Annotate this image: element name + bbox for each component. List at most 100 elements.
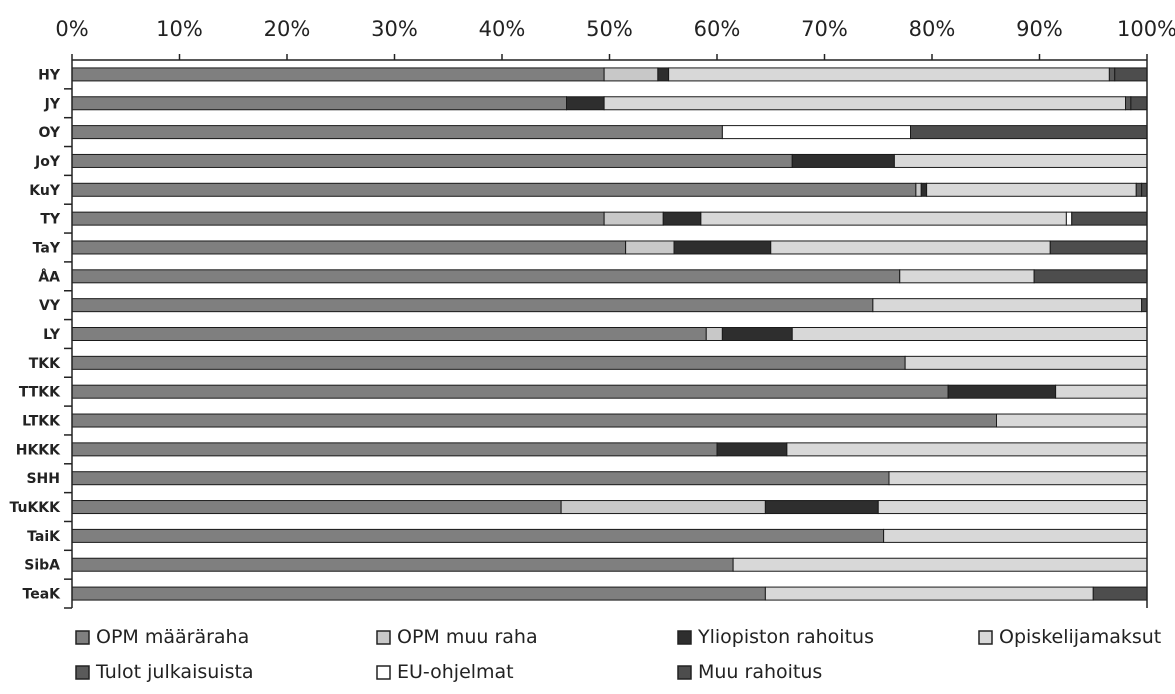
legend-item-opm-muu-raha: OPM muu raha — [376, 626, 538, 648]
bar-segment-muu-rahoitus — [1141, 182, 1148, 197]
bar-segment-yliopiston-rahoitus — [673, 240, 772, 255]
bar-segment-muu-rahoitus — [1071, 211, 1148, 226]
bar-segment-opm-maararaha — [71, 471, 890, 486]
legend-label: Yliopiston rahoitus — [697, 626, 874, 648]
bar-segment-tulot-julkaisuista — [1108, 67, 1116, 82]
legend-label: EU-ohjelmat — [397, 661, 514, 683]
x-tick-label: 40% — [479, 17, 526, 41]
category-label: OY — [38, 125, 60, 141]
bar-segment-opm-maararaha — [71, 269, 901, 284]
bar-segment-opiskelijamaksut — [893, 153, 1148, 168]
bar-segment-opm-maararaha — [71, 442, 718, 457]
x-tick-label: 50% — [586, 17, 633, 41]
bar-segment-eu-ohjelmat — [1065, 211, 1073, 226]
category-label: HKKK — [16, 442, 61, 458]
x-tick-label: 60% — [694, 17, 741, 41]
legend-item-opm-maararaha: OPM määräraha — [75, 626, 249, 648]
bars — [71, 67, 1148, 601]
bar-segment-opiskelijamaksut — [877, 500, 1148, 515]
bar-segment-opiskelijamaksut — [926, 182, 1137, 197]
bar-segment-muu-rahoitus — [1141, 298, 1148, 313]
x-tick-label: 80% — [909, 17, 956, 41]
bar-segment-yliopiston-rahoitus — [791, 153, 895, 168]
category-label: SibA — [24, 558, 60, 574]
bar-segment-opm-maararaha — [71, 327, 707, 341]
category-label: TTKK — [19, 385, 61, 401]
bar-segment-muu-rahoitus — [1049, 240, 1148, 255]
bar-segment-opm-maararaha — [71, 67, 605, 82]
bar-segment-muu-rahoitus — [1114, 67, 1148, 82]
bar-segment-opiskelijamaksut — [668, 67, 1110, 82]
bar-segment-yliopiston-rahoitus — [716, 442, 788, 457]
bar-segment-opm-maararaha — [71, 96, 567, 111]
x-tick-label: 70% — [801, 17, 848, 41]
bar-segment-opm-maararaha — [71, 355, 906, 370]
bar-segment-opiskelijamaksut — [1055, 384, 1148, 399]
bar-segment-opm-maararaha — [71, 298, 874, 313]
legend-item-opiskelijamaksut: Opiskelijamaksut — [978, 626, 1161, 648]
category-label: TY — [40, 212, 61, 228]
bar-segment-opm-maararaha — [71, 384, 949, 399]
category-label: VY — [39, 298, 61, 314]
legend-item-yliopiston-rahoitus: Yliopiston rahoitus — [677, 626, 874, 648]
bar-segment-opiskelijamaksut — [888, 471, 1148, 486]
bar-segment-opiskelijamaksut — [700, 211, 1067, 226]
category-label: ÅA — [38, 268, 60, 285]
bar-segment-opiskelijamaksut — [732, 557, 1148, 572]
bar-segment-muu-rahoitus — [910, 125, 1148, 140]
x-tick-label: 10% — [156, 17, 203, 41]
bar-segment-opm-maararaha — [71, 153, 793, 168]
bar-segment-yliopiston-rahoitus — [764, 500, 879, 515]
legend-item-tulot-julkaisuista: Tulot julkaisuista — [75, 661, 254, 683]
bar-segment-opiskelijamaksut — [770, 240, 1051, 255]
bar-segment-opm-muu-raha — [915, 182, 922, 197]
category-label: TaiK — [27, 529, 61, 545]
bar-segment-opiskelijamaksut — [603, 96, 1126, 111]
legend: OPM määräraha OPM muu raha Yliopiston raho… — [75, 626, 1161, 683]
bar-segment-opiskelijamaksut — [786, 442, 1148, 457]
bar-segment-opiskelijamaksut — [899, 269, 1035, 284]
legend-item-muu-rahoitus: Muu rahoitus — [677, 661, 822, 683]
bar-segment-opm-maararaha — [71, 586, 766, 601]
bar-segment-opm-maararaha — [71, 125, 723, 140]
bar-segment-opm-maararaha — [71, 413, 997, 428]
bar-segment-yliopiston-rahoitus — [657, 67, 670, 82]
bar-segment-opm-maararaha — [71, 500, 562, 515]
x-tick-label: 90% — [1016, 17, 1063, 41]
bar-segment-opiskelijamaksut — [872, 298, 1143, 313]
legend-label: Opiskelijamaksut — [999, 626, 1161, 648]
bar-segment-muu-rahoitus — [1092, 586, 1148, 601]
legend-swatch — [677, 665, 692, 680]
category-label: TKK — [29, 356, 61, 372]
bar-segment-opm-muu-raha — [625, 240, 675, 255]
legend-swatch — [677, 630, 692, 645]
legend-label: Muu rahoitus — [698, 661, 822, 683]
bar-segment-yliopiston-rahoitus — [662, 211, 702, 226]
bar-segment-opm-maararaha — [71, 528, 885, 543]
x-tick-label: 0% — [55, 17, 88, 41]
bar-segment-opiskelijamaksut — [764, 586, 1094, 601]
bar-segment-opm-maararaha — [71, 557, 734, 572]
axes — [64, 54, 1148, 609]
bar-segment-opiskelijamaksut — [883, 528, 1148, 543]
bar-segment-tulot-julkaisuista — [1135, 182, 1143, 197]
legend-label: OPM muu raha — [397, 626, 538, 648]
bar-segment-muu-rahoitus — [1033, 269, 1148, 284]
category-label: HY — [38, 67, 61, 83]
bar-segment-tulot-julkaisuista — [1125, 96, 1132, 111]
legend-label: OPM määräraha — [96, 626, 249, 648]
legend-label: Tulot julkaisuista — [95, 661, 254, 683]
x-tick-label: 100% — [1117, 17, 1175, 41]
bar-segment-yliopiston-rahoitus — [920, 182, 928, 197]
bar-segment-eu-ohjelmat — [721, 125, 911, 140]
bar-segment-opiskelijamaksut — [791, 327, 1148, 341]
category-label: JoY — [34, 154, 61, 170]
bar-segment-opm-muu-raha — [560, 500, 766, 515]
bar-segment-opiskelijamaksut — [904, 355, 1148, 370]
legend-swatch — [75, 630, 90, 645]
bar-segment-yliopiston-rahoitus — [947, 384, 1057, 399]
legend-swatch — [376, 665, 391, 680]
bar-segment-opm-maararaha — [71, 240, 627, 255]
category-label: SHH — [26, 471, 60, 487]
category-label: LY — [43, 327, 61, 343]
